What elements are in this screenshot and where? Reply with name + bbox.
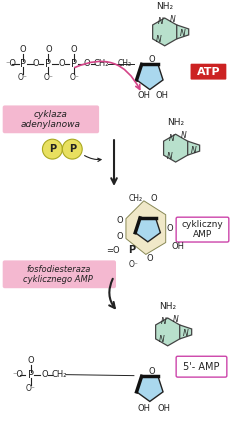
FancyBboxPatch shape	[3, 261, 116, 288]
Text: O⁻: O⁻	[129, 260, 139, 269]
Text: P: P	[128, 246, 135, 255]
Polygon shape	[164, 134, 188, 162]
Text: O⁻: O⁻	[69, 73, 79, 82]
Text: N: N	[161, 317, 167, 326]
Text: OH: OH	[157, 404, 170, 413]
Polygon shape	[137, 64, 163, 90]
Text: O: O	[71, 45, 78, 54]
Polygon shape	[135, 218, 160, 242]
Text: =O: =O	[106, 246, 120, 255]
Text: O: O	[84, 59, 90, 68]
Text: O: O	[27, 356, 34, 365]
Text: N: N	[170, 14, 175, 23]
Text: P: P	[20, 59, 26, 69]
Circle shape	[62, 139, 82, 159]
Polygon shape	[137, 376, 163, 402]
Circle shape	[42, 139, 62, 159]
Text: N: N	[159, 335, 164, 344]
FancyArrowPatch shape	[109, 279, 115, 308]
Text: CH₂: CH₂	[51, 370, 67, 379]
Polygon shape	[126, 201, 166, 255]
Text: P: P	[27, 370, 34, 380]
Text: cyklaza
adenylanowa: cyklaza adenylanowa	[21, 110, 80, 129]
Text: cykliczny
AMP: cykliczny AMP	[182, 220, 223, 239]
Text: NH₂: NH₂	[167, 118, 184, 127]
Polygon shape	[188, 141, 200, 155]
Text: O: O	[41, 370, 48, 379]
Text: N: N	[191, 146, 196, 155]
Text: N: N	[183, 329, 188, 338]
Text: OH: OH	[171, 242, 184, 251]
Text: N: N	[180, 29, 185, 38]
Text: ATP: ATP	[197, 67, 220, 76]
Text: N: N	[167, 152, 173, 161]
FancyArrowPatch shape	[85, 156, 101, 162]
Text: ⁻O: ⁻O	[6, 59, 17, 68]
FancyBboxPatch shape	[176, 217, 229, 242]
Text: NH₂: NH₂	[159, 302, 176, 311]
Text: O⁻: O⁻	[18, 73, 27, 82]
Text: ⁻O: ⁻O	[13, 370, 24, 379]
Text: OH: OH	[155, 91, 168, 100]
Text: N: N	[158, 17, 164, 26]
Text: P: P	[69, 144, 76, 154]
Text: fosfodiesteraza
cyklicznego AMP: fosfodiesteraza cyklicznego AMP	[24, 265, 93, 284]
Text: N: N	[169, 134, 175, 143]
Text: 5'- AMP: 5'- AMP	[183, 362, 220, 372]
Text: N: N	[156, 35, 162, 44]
Text: O: O	[117, 216, 123, 225]
Text: OH: OH	[137, 404, 150, 413]
FancyBboxPatch shape	[3, 105, 99, 133]
Text: O: O	[148, 55, 155, 64]
Text: O: O	[19, 45, 26, 54]
FancyBboxPatch shape	[191, 64, 226, 79]
Text: O⁻: O⁻	[26, 384, 35, 393]
Text: P: P	[49, 144, 56, 154]
Polygon shape	[153, 18, 177, 46]
Text: N: N	[173, 314, 178, 323]
Text: P: P	[71, 59, 77, 69]
Polygon shape	[180, 325, 192, 339]
Text: CH₂: CH₂	[129, 194, 143, 203]
Text: O: O	[166, 224, 173, 233]
Text: O: O	[148, 367, 155, 376]
Text: N: N	[181, 131, 186, 140]
FancyArrowPatch shape	[75, 61, 140, 89]
Polygon shape	[156, 318, 180, 346]
Text: O: O	[117, 232, 123, 241]
Text: O⁻: O⁻	[44, 73, 53, 82]
Text: OH: OH	[137, 91, 150, 100]
FancyBboxPatch shape	[176, 356, 227, 377]
Text: O: O	[58, 59, 65, 68]
Text: NH₂: NH₂	[156, 2, 173, 11]
Text: O: O	[151, 194, 157, 203]
Text: O: O	[45, 45, 52, 54]
Text: CH₂: CH₂	[93, 59, 109, 68]
Text: O: O	[32, 59, 39, 68]
Text: CH₂: CH₂	[118, 59, 132, 68]
Polygon shape	[177, 25, 189, 39]
Text: O: O	[147, 254, 153, 263]
Text: P: P	[45, 59, 51, 69]
